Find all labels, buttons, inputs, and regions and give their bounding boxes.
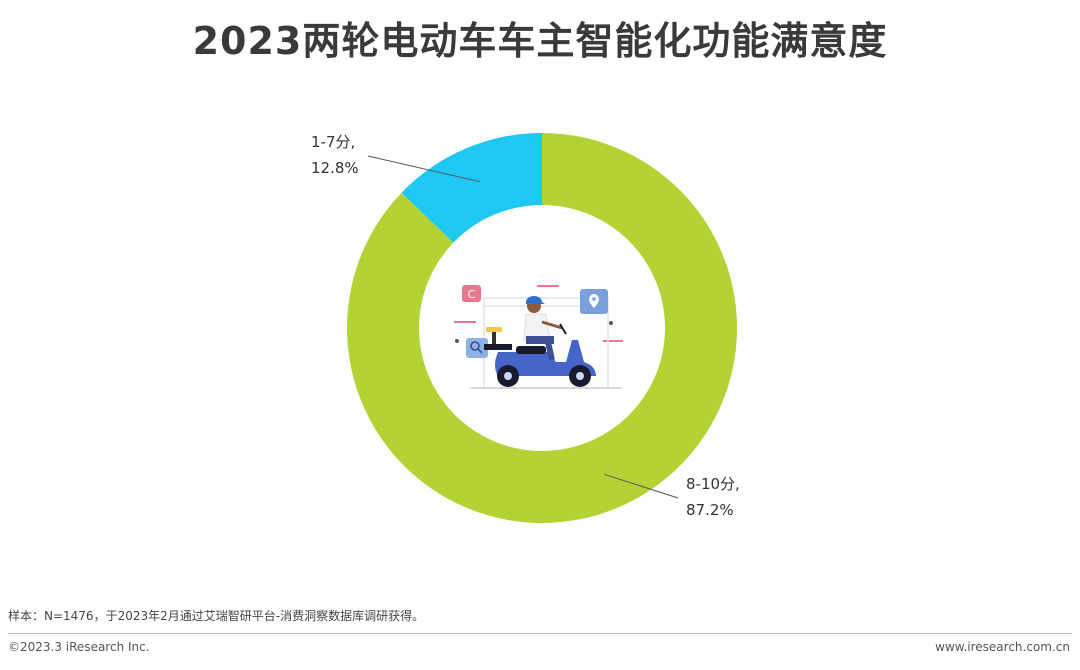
leader-line-0 — [604, 473, 679, 499]
copyright-text: ©2023.3 iResearch Inc. — [8, 640, 150, 654]
sample-note: 样本：N=1476，于2023年2月通过艾瑞智研平台-消费洞察数据库调研获得。 — [8, 609, 425, 623]
pie-slice-1 — [401, 133, 542, 243]
scooter-rider-icon: C — [454, 285, 623, 389]
slice-label-0: 8-10分, — [686, 475, 740, 493]
donut-chart: 8-10分, 87.2% 1-7分, 12.8% C — [311, 133, 740, 523]
slice-value-label-0: 87.2% — [686, 501, 734, 519]
leader-line-1 — [367, 155, 480, 183]
site-url: www.iresearch.com.cn — [935, 640, 1070, 654]
pie-slice-0 — [346, 133, 737, 523]
chart-title: 2023两轮电动车车主智能化功能满意度 — [192, 19, 888, 63]
footer-divider — [8, 633, 1072, 634]
slice-label-1: 1-7分, — [311, 133, 355, 151]
slice-value-label-1: 12.8% — [311, 159, 359, 177]
svg-text:C: C — [468, 288, 476, 301]
